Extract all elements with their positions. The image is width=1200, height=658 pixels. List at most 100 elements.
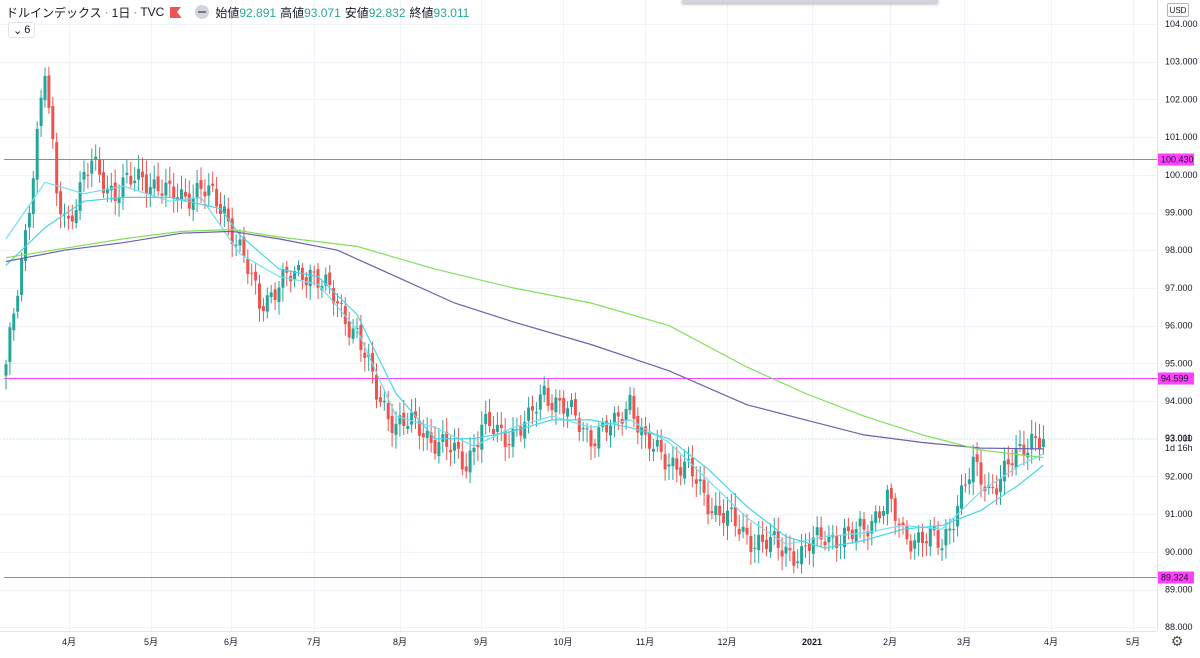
candle-body [180, 189, 183, 200]
candle-body [757, 534, 761, 551]
candle-body [527, 407, 531, 421]
symbol-name[interactable]: ドルインデックス [6, 5, 102, 20]
candlestick-series [4, 66, 1045, 574]
candle-body [710, 511, 714, 513]
x-tick-label: 8月 [393, 637, 407, 647]
candle-body [176, 197, 180, 200]
gear-icon[interactable]: ⚙ [1170, 633, 1184, 649]
separator: · [104, 5, 109, 19]
close-label: 終値 [409, 5, 434, 20]
x-tick-label: 6月 [224, 637, 238, 647]
candle-body [729, 507, 733, 510]
candle-body [671, 457, 675, 467]
candle-body [928, 528, 932, 547]
candle-body [562, 398, 566, 414]
candle-body [74, 209, 78, 224]
candle-body [375, 374, 378, 400]
candle-body [371, 352, 375, 372]
candle-body [905, 526, 909, 540]
interval-label[interactable]: 1日 [111, 5, 131, 20]
candle-body [944, 528, 948, 546]
candle-body [332, 287, 336, 304]
candle-body [800, 546, 804, 565]
candle-body [441, 434, 445, 442]
horizontal-line-label-bg [1158, 372, 1194, 385]
candle-body [168, 180, 172, 184]
candle-body [90, 160, 94, 174]
candle-body [718, 505, 722, 516]
separator: · [133, 5, 138, 19]
x-tick-label: 2月 [883, 637, 897, 647]
candle-body [675, 458, 679, 470]
candle-body [534, 412, 538, 414]
candle-body [226, 208, 230, 222]
y-tick-label: 92.000 [1165, 471, 1193, 481]
candle-body [651, 448, 655, 452]
candle-body [410, 412, 414, 425]
indicators-toggle[interactable]: ⌄ 6 [8, 22, 36, 38]
candle-body [722, 512, 726, 523]
candle-body [971, 456, 975, 483]
candle-body [66, 216, 70, 219]
candle-body [979, 462, 983, 485]
candle-body [975, 454, 979, 463]
horizontal-line-label-bg [1158, 571, 1194, 584]
candle-body [554, 397, 558, 413]
candle-body [784, 546, 788, 554]
close-value: 93.011 [433, 5, 470, 20]
candle-body [1022, 444, 1026, 456]
x-tick-label: 5月 [1126, 637, 1140, 647]
candle-body [86, 174, 90, 176]
candle-body [804, 545, 807, 547]
candle-body [745, 527, 749, 535]
candle-body [273, 289, 277, 300]
candle-body [8, 327, 12, 363]
candle-body [936, 530, 940, 548]
last-price-label: 93.011 [1165, 433, 1192, 443]
candle-body [234, 244, 238, 246]
candle-body [82, 171, 86, 180]
y-tick-label: 103.000 [1165, 57, 1198, 67]
candle-body [885, 489, 889, 515]
candle-body [261, 306, 265, 312]
candle-body [698, 479, 702, 482]
candle-body [137, 168, 141, 180]
candle-body [823, 541, 827, 546]
candle-body [425, 430, 429, 438]
candle-body [921, 531, 924, 543]
moving-average-line [5, 228, 1044, 459]
candle-body [476, 444, 480, 448]
candle-body [609, 425, 612, 436]
candle-body [16, 295, 20, 312]
x-tick-label: 12月 [717, 637, 736, 647]
candle-body [593, 443, 597, 447]
candle-body [39, 97, 43, 127]
candle-body [269, 292, 273, 298]
candle-body [195, 182, 199, 199]
low-label: 安値 [344, 5, 369, 20]
candle-body [449, 449, 453, 453]
candle-body [924, 541, 928, 544]
candle-body [499, 424, 503, 429]
candle-body [663, 454, 667, 470]
hide-icon[interactable] [195, 5, 210, 19]
low-value: 92.832 [368, 5, 406, 20]
candle-body [538, 394, 542, 410]
y-tick-label: 97.000 [1165, 283, 1193, 293]
candle-body [437, 441, 441, 457]
flag-icon[interactable] [170, 6, 182, 18]
candle-body [597, 427, 601, 449]
y-tick-label: 91.000 [1165, 509, 1193, 519]
candle-body [788, 548, 792, 551]
candle-body [648, 432, 651, 449]
candle-body [351, 328, 355, 339]
candle-body [1018, 443, 1022, 447]
currency-button[interactable]: USD [1167, 3, 1189, 17]
candle-body [628, 394, 632, 411]
candle-body [690, 457, 694, 477]
candle-body [1038, 437, 1041, 450]
candle-body [191, 197, 195, 210]
candle-body [222, 206, 226, 214]
